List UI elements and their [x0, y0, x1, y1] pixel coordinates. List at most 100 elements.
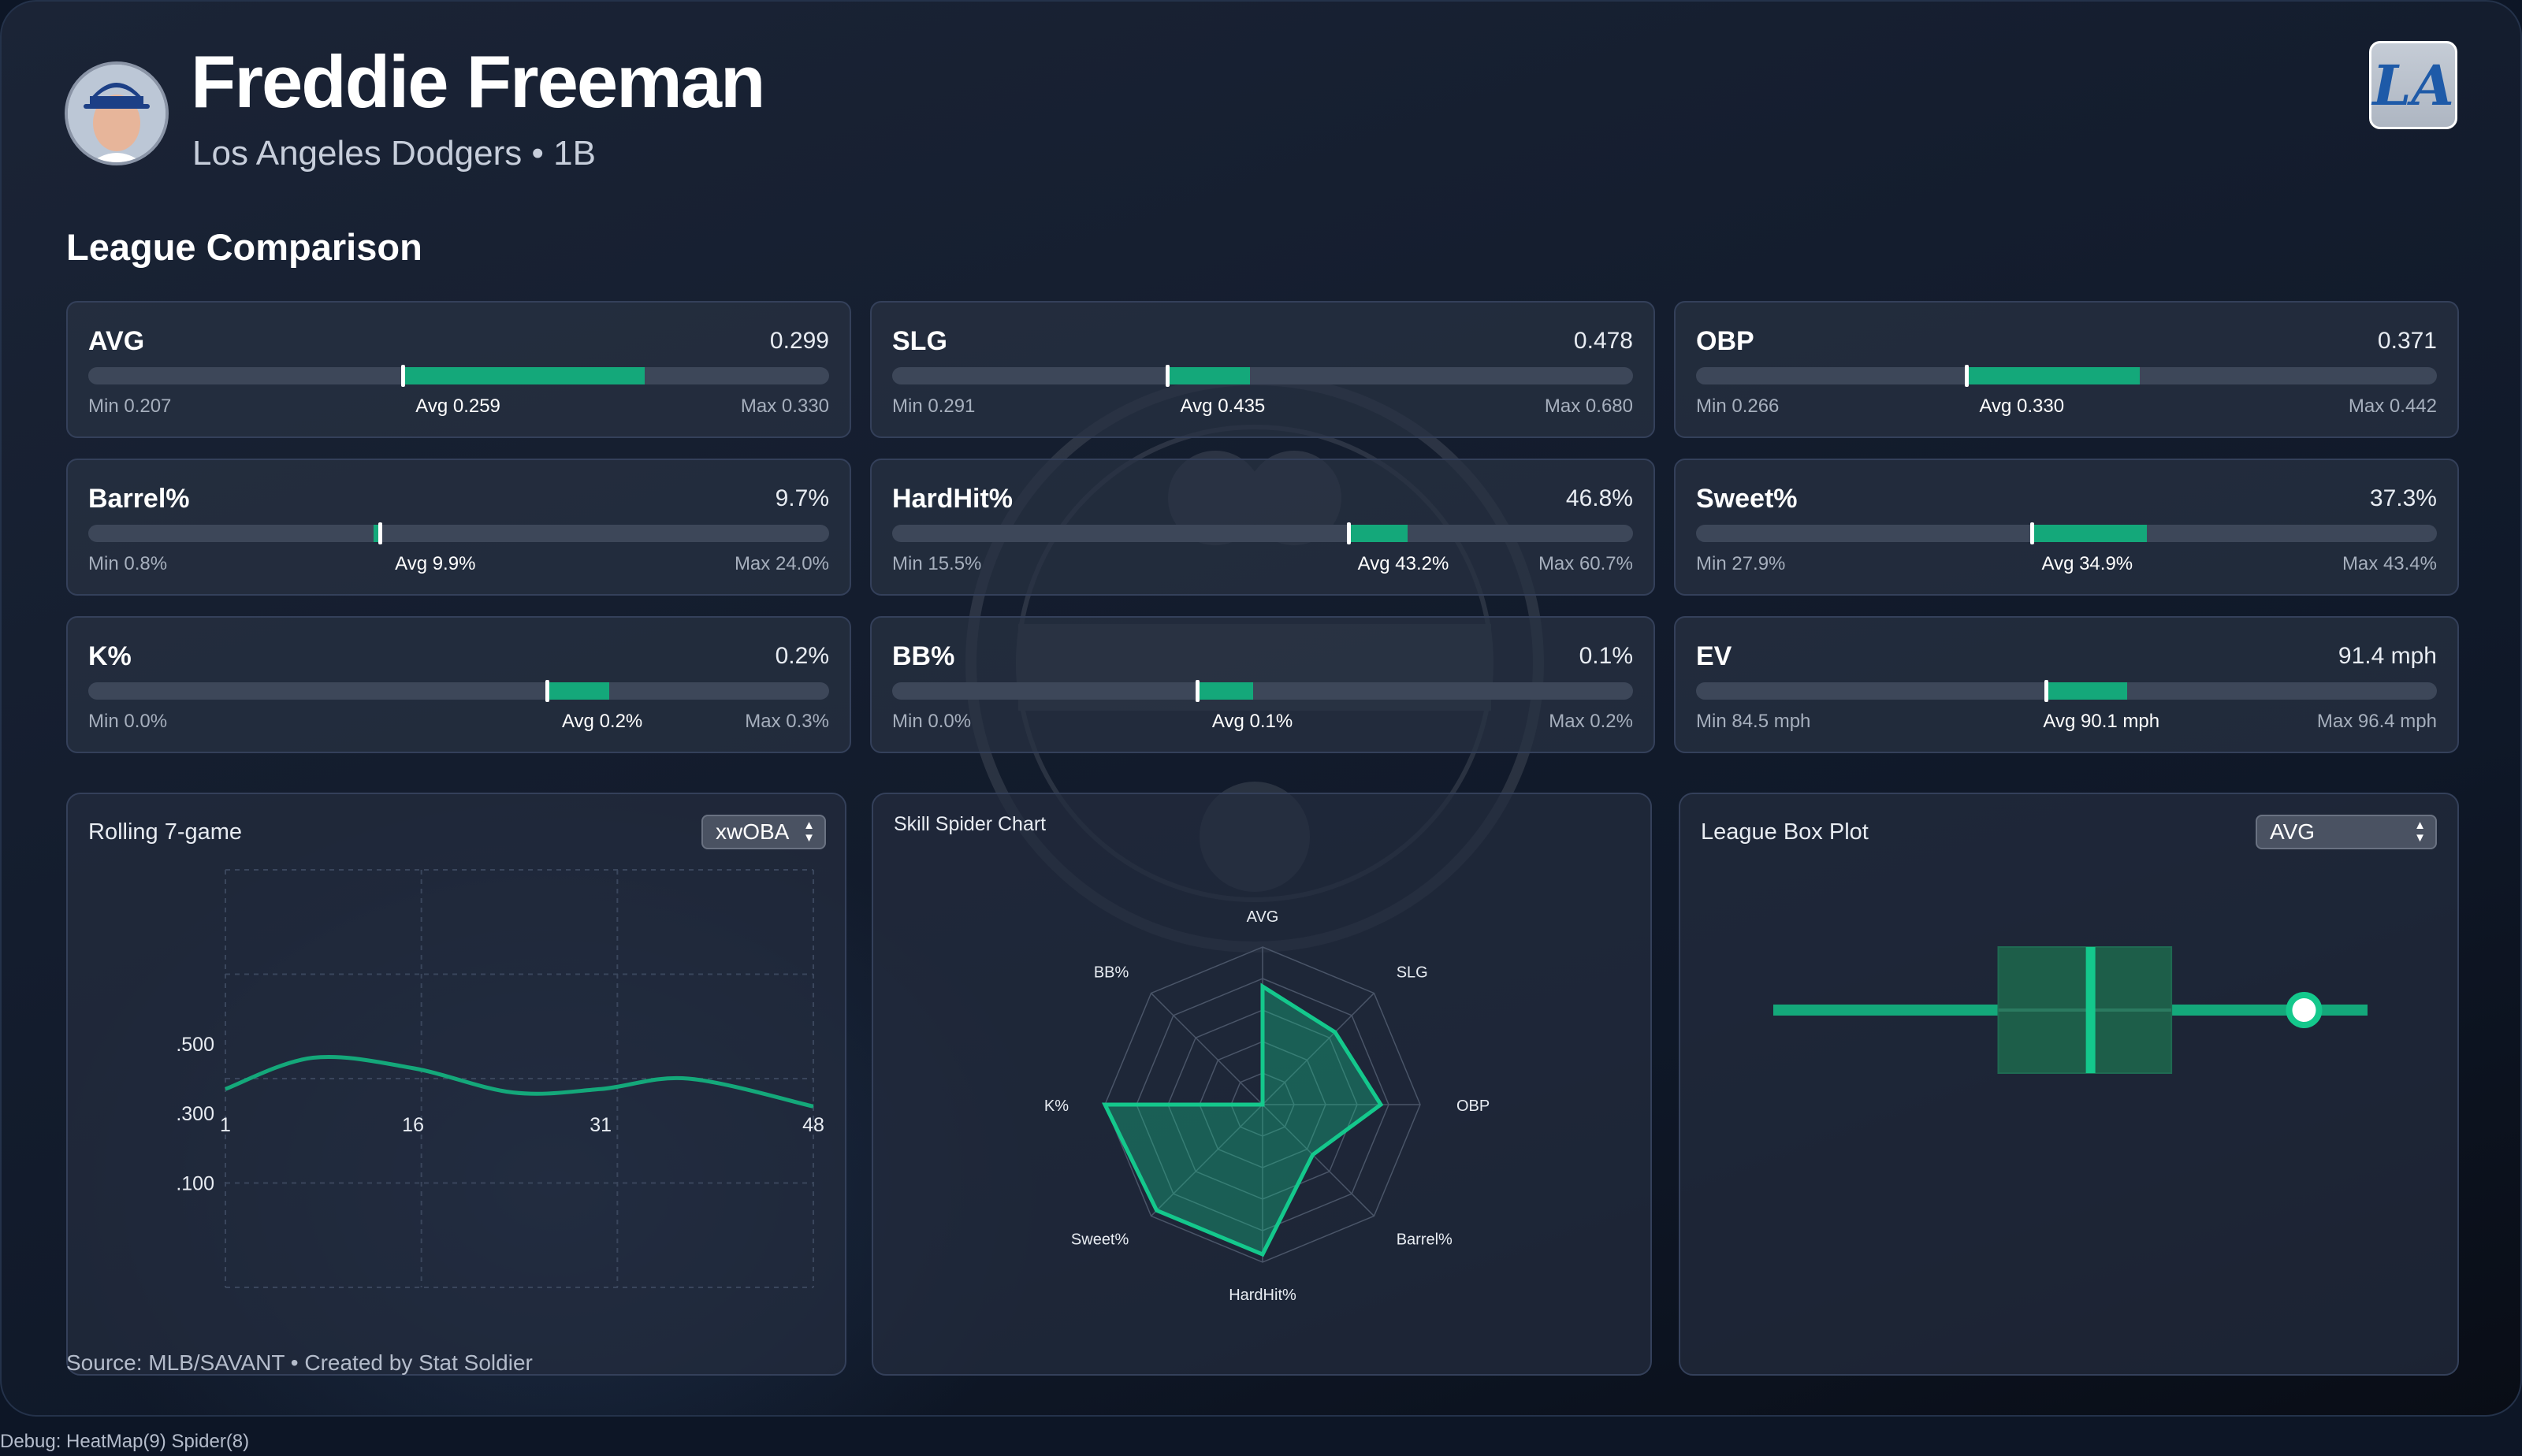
- rolling-line-chart: .500 .300 .100 1 16 31 48: [176, 869, 824, 1288]
- spider-chart-panel: Skill Spider Chart AVG SLG OBP Barrel% HardH…: [872, 793, 1652, 1376]
- stat-min-label: Min 0.291: [892, 396, 976, 417]
- stat-value: 9.7%: [775, 485, 829, 511]
- stat-min-label: Min 0.0%: [88, 711, 168, 732]
- league-avg-marker: [378, 522, 383, 544]
- stat-card: SLG 0.478 Min 0.291 Avg 0.435 Max 0.680: [870, 301, 1655, 438]
- spider-axis-label: OBP: [1456, 1098, 1490, 1115]
- player-value-marker: [2286, 992, 2323, 1028]
- stat-name: Barrel%: [88, 484, 190, 514]
- league-avg-marker: [2030, 522, 2035, 544]
- stat-max-label: Max 0.3%: [745, 711, 829, 732]
- stat-value: 91.4 mph: [2338, 643, 2437, 669]
- league-avg-marker: [401, 365, 406, 387]
- separator-dot: •: [531, 134, 544, 173]
- league-avg-marker: [1196, 680, 1200, 702]
- stat-value: 0.299: [769, 328, 829, 354]
- spider-spoke: [1151, 993, 1263, 1105]
- stat-avg-label: Avg 43.2%: [1357, 553, 1449, 574]
- spider-spoke: [1262, 993, 1374, 1105]
- league-comparison-title: League Comparison: [66, 226, 422, 268]
- stat-max-label: Max 0.680: [1544, 396, 1633, 417]
- stat-avg-label: Avg 0.259: [415, 396, 500, 417]
- stat-max-label: Max 0.330: [740, 396, 829, 417]
- stat-card: OBP 0.371 Min 0.266 Avg 0.330 Max 0.442: [1674, 301, 2459, 438]
- stat-avg-label: Avg 0.2%: [561, 711, 643, 732]
- stat-name: BB%: [892, 641, 955, 671]
- stat-max-label: Max 60.7%: [1538, 553, 1633, 574]
- boxplot-metric-value: AVG: [2270, 819, 2316, 844]
- rolling-series-line: [225, 1054, 814, 1109]
- rolling-chart-panel: Rolling 7-game xwOBA ▲ ▼ .500 .300 .100 1 16 3…: [66, 793, 846, 1376]
- stat-min-label: Min 0.0%: [892, 711, 972, 732]
- stat-max-label: Max 43.4%: [2342, 553, 2437, 574]
- x-tick-label: 1: [220, 1114, 231, 1136]
- spider-spoke: [1151, 1104, 1263, 1216]
- stat-name: EV: [1696, 641, 1732, 671]
- stat-bar-fill: [2046, 682, 2128, 700]
- league-avg-marker: [1346, 522, 1351, 544]
- stat-bar-track: [892, 680, 1633, 702]
- spider-axis-label: HardHit%: [1229, 1287, 1296, 1304]
- rolling-metric-select[interactable]: xwOBA ▲ ▼: [701, 815, 826, 849]
- team-position-line: Los Angeles Dodgers • 1B: [192, 134, 596, 173]
- stat-avg-label: Avg 0.435: [1180, 396, 1266, 417]
- source-credit: Source: MLB/SAVANT • Created by Stat Sol…: [66, 1350, 533, 1375]
- stat-avg-label: Avg 34.9%: [2041, 553, 2133, 574]
- select-arrows-icon: ▲ ▼: [803, 819, 815, 845]
- league-avg-marker: [1166, 365, 1170, 387]
- stat-card: EV 91.4 mph Min 84.5 mph Avg 90.1 mph Max 96…: [1674, 616, 2459, 753]
- stat-bar-fill: [403, 367, 645, 384]
- stat-min-label: Min 0.8%: [88, 553, 168, 574]
- stat-min-label: Min 27.9%: [1696, 553, 1786, 574]
- stat-bar-track: [88, 365, 829, 387]
- stat-bar-fill: [2032, 525, 2148, 542]
- team-name: Los Angeles Dodgers: [192, 134, 523, 173]
- stat-name: OBP: [1696, 326, 1754, 356]
- boxplot-metric-select[interactable]: AVG ▲ ▼: [2256, 815, 2437, 849]
- stat-name: AVG: [88, 326, 145, 356]
- stat-avg-label: Avg 90.1 mph: [2043, 711, 2160, 732]
- player-name: Freddie Freeman: [191, 40, 765, 123]
- league-avg-marker: [545, 680, 550, 702]
- stat-value: 46.8%: [1565, 485, 1633, 511]
- stat-bar-fill: [1167, 367, 1250, 384]
- stat-value: 0.371: [2377, 328, 2437, 354]
- spider-axis-label: Barrel%: [1397, 1231, 1453, 1249]
- y-tick-label: .100: [176, 1173, 214, 1195]
- stat-max-label: Max 96.4 mph: [2316, 711, 2437, 732]
- league-box-plot: [1773, 946, 2368, 1074]
- stat-max-label: Max 24.0%: [734, 553, 829, 574]
- stat-min-label: Min 0.207: [88, 396, 172, 417]
- stat-avg-label: Avg 9.9%: [395, 553, 476, 574]
- league-avg-marker: [2044, 680, 2049, 702]
- debug-text: Debug: HeatMap(9) Spider(8): [0, 1431, 250, 1452]
- stat-card: BB% 0.1% Min 0.0% Avg 0.1% Max 0.2%: [870, 616, 1655, 753]
- stat-bar-track: [88, 680, 829, 702]
- stat-bar-track: [892, 365, 1633, 387]
- stat-max-label: Max 0.442: [2348, 396, 2437, 417]
- rolling-chart-title: Rolling 7-game: [88, 819, 243, 845]
- stat-bar-fill: [1966, 367, 2141, 384]
- spider-axis-label: AVG: [1247, 908, 1279, 926]
- skill-spider-chart: AVG SLG OBP Barrel% HardHit% Sweet% K% BB%: [1044, 908, 1490, 1304]
- stat-value: 0.478: [1573, 328, 1633, 354]
- dodgers-logo-icon[interactable]: LA: [2369, 41, 2457, 129]
- stat-avg-label: Avg 0.330: [1979, 396, 2065, 417]
- stat-card: Barrel% 9.7% Min 0.8% Avg 9.9% Max 24.0%: [66, 459, 851, 596]
- stat-value: 0.1%: [1579, 643, 1633, 669]
- stat-min-label: Min 15.5%: [892, 553, 982, 574]
- stat-bar-track: [892, 522, 1633, 544]
- spider-axis-label: SLG: [1397, 964, 1428, 981]
- stat-bar-track: [1696, 680, 2437, 702]
- league-avg-marker: [1965, 365, 1970, 387]
- player-position: 1B: [553, 134, 596, 173]
- spider-player-area: [1101, 982, 1384, 1257]
- stat-name: K%: [88, 641, 132, 671]
- spider-axis-label: BB%: [1094, 964, 1129, 981]
- stat-bar-track: [88, 522, 829, 544]
- stat-name: HardHit%: [892, 484, 1014, 514]
- stat-card: K% 0.2% Min 0.0% Avg 0.2% Max 0.3%: [66, 616, 851, 753]
- spider-axis-label: K%: [1044, 1098, 1069, 1115]
- stat-bar-fill: [1348, 525, 1408, 542]
- stat-min-label: Min 0.266: [1696, 396, 1780, 417]
